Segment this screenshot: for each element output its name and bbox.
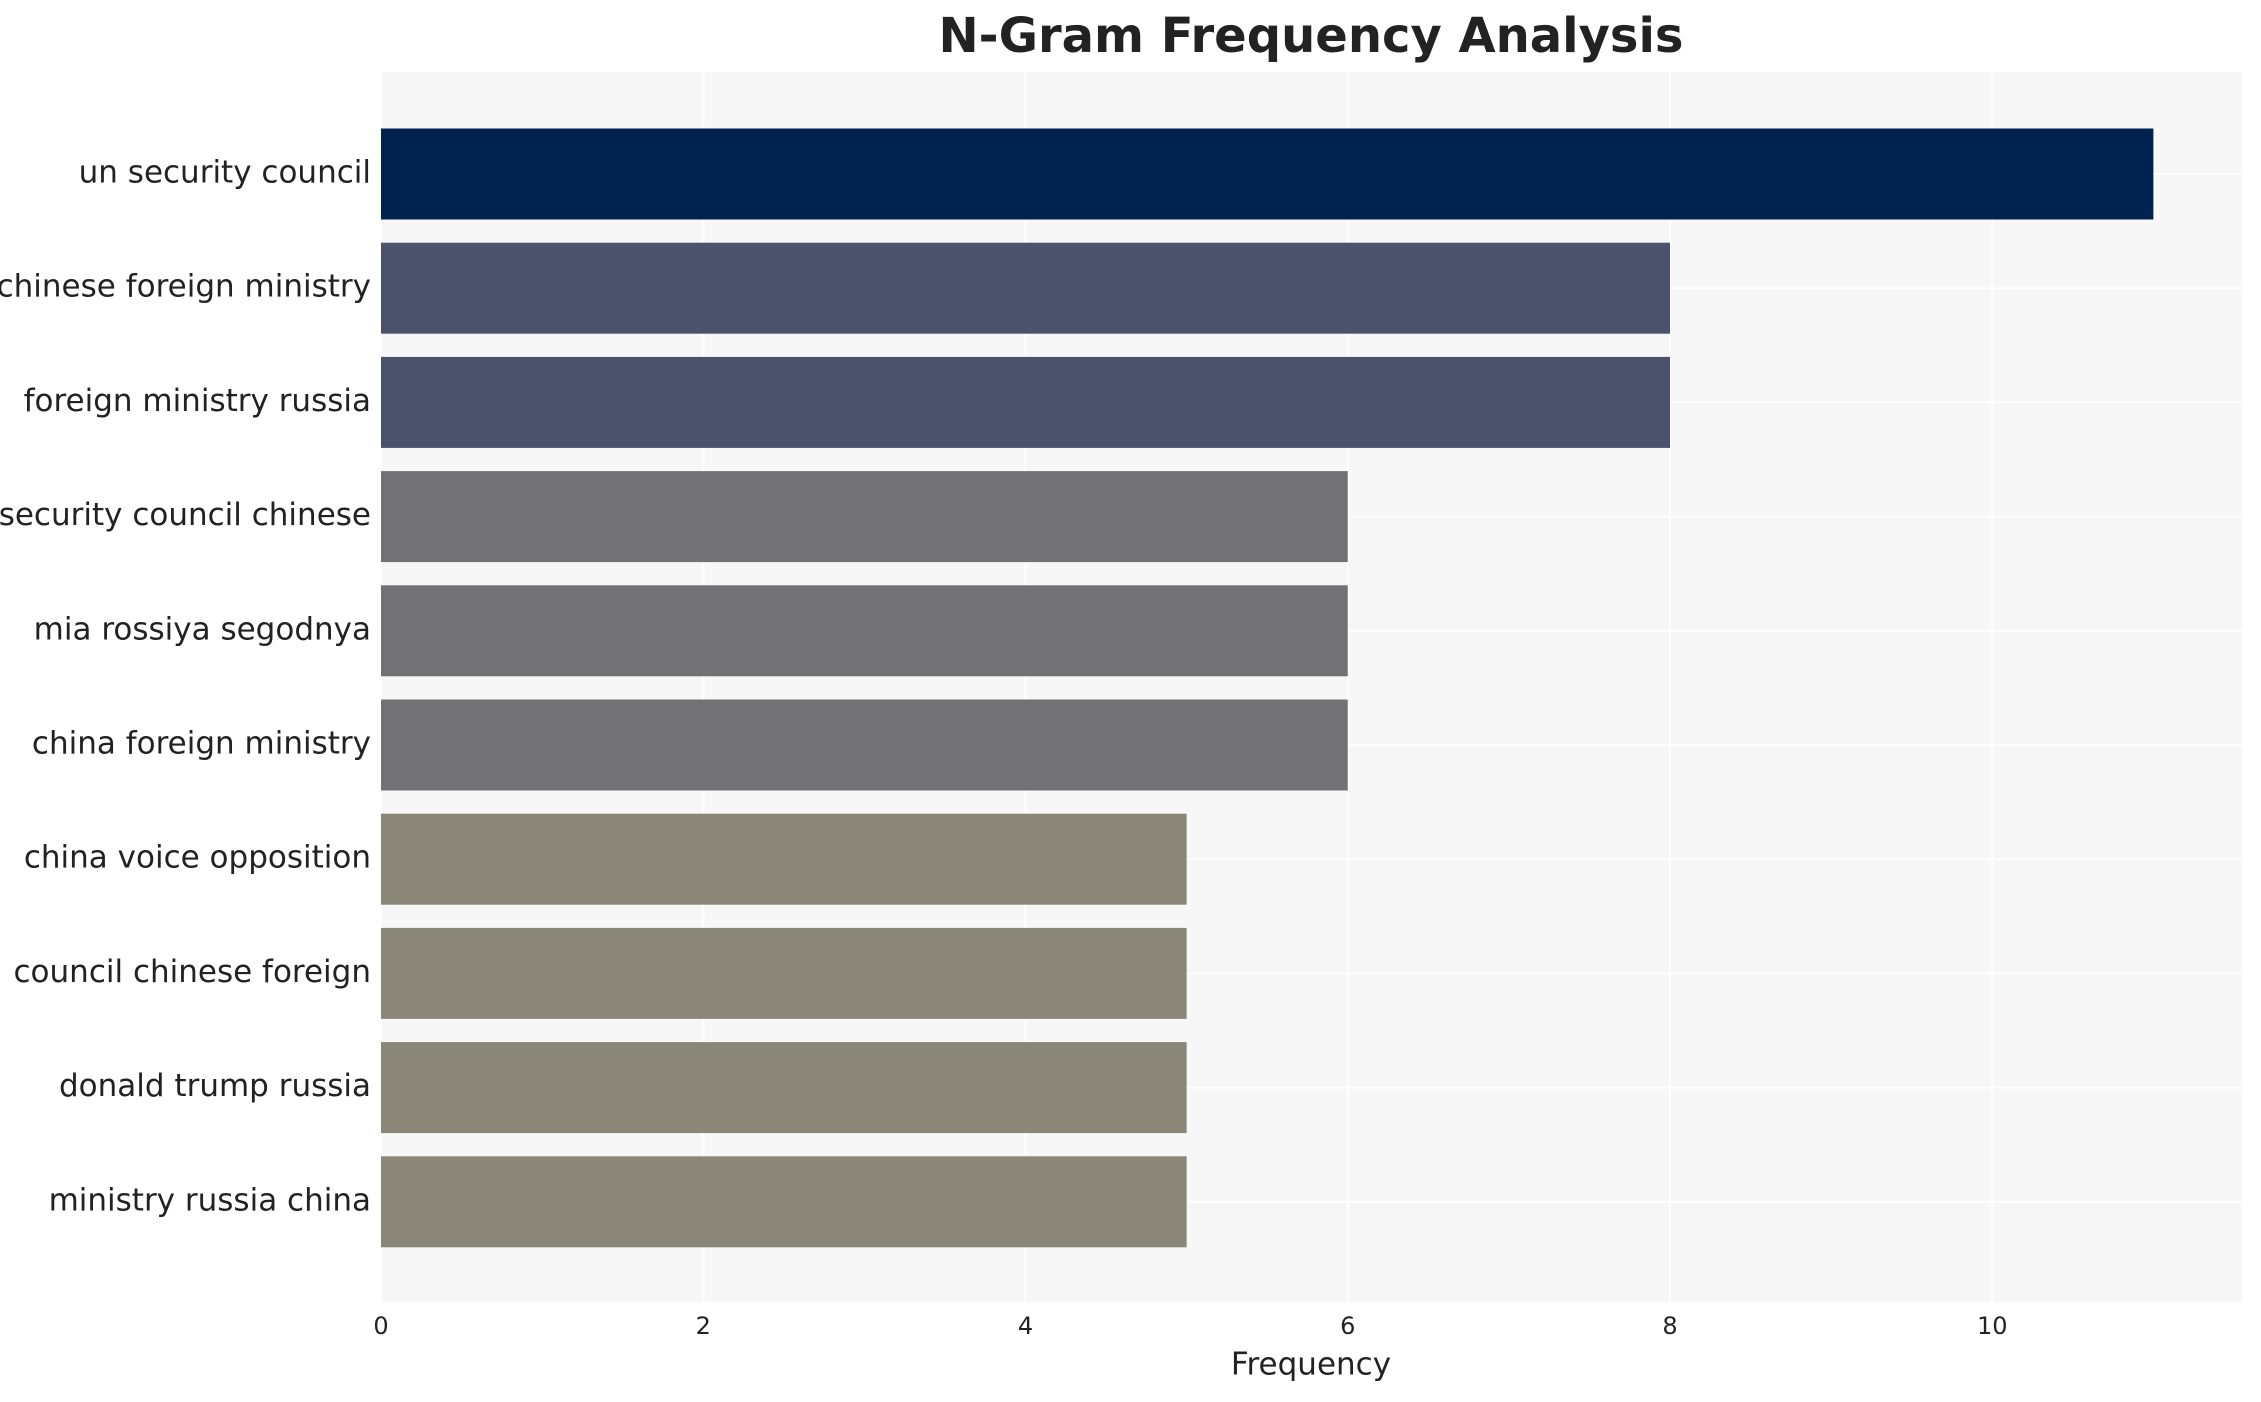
bar — [381, 128, 2154, 220]
y-tick-label: china voice opposition — [24, 840, 371, 876]
x-tick-label: 10 — [1977, 1312, 2008, 1340]
x-axis-label: Frequency — [1231, 1347, 1391, 1383]
y-tick-label: un security council — [79, 155, 371, 191]
bar — [381, 1042, 1187, 1134]
bar — [381, 471, 1348, 563]
x-tick-label: 6 — [1340, 1312, 1355, 1340]
bar — [381, 699, 1348, 791]
bar — [381, 585, 1348, 677]
y-tick-label: chinese foreign ministry — [0, 269, 371, 305]
y-tick-label: donald trump russia — [59, 1068, 371, 1104]
x-tick-label: 2 — [696, 1312, 711, 1340]
bar — [381, 813, 1187, 905]
bar — [381, 242, 1671, 334]
chart-title: N-Gram Frequency Analysis — [939, 8, 1684, 64]
y-tick-label: china foreign ministry — [32, 726, 371, 762]
y-tick-label: security council chinese — [0, 497, 371, 533]
y-tick-label: council chinese foreign — [14, 954, 371, 990]
y-tick-label: mia rossiya segodnya — [34, 611, 371, 647]
bar — [381, 1156, 1187, 1248]
y-tick-label: ministry russia china — [49, 1182, 371, 1218]
x-tick-label: 4 — [1018, 1312, 1033, 1340]
y-tick-label: foreign ministry russia — [24, 383, 371, 419]
bar — [381, 927, 1187, 1019]
x-tick-label: 8 — [1662, 1312, 1677, 1340]
x-tick-label: 0 — [373, 1312, 388, 1340]
bar — [381, 356, 1671, 448]
